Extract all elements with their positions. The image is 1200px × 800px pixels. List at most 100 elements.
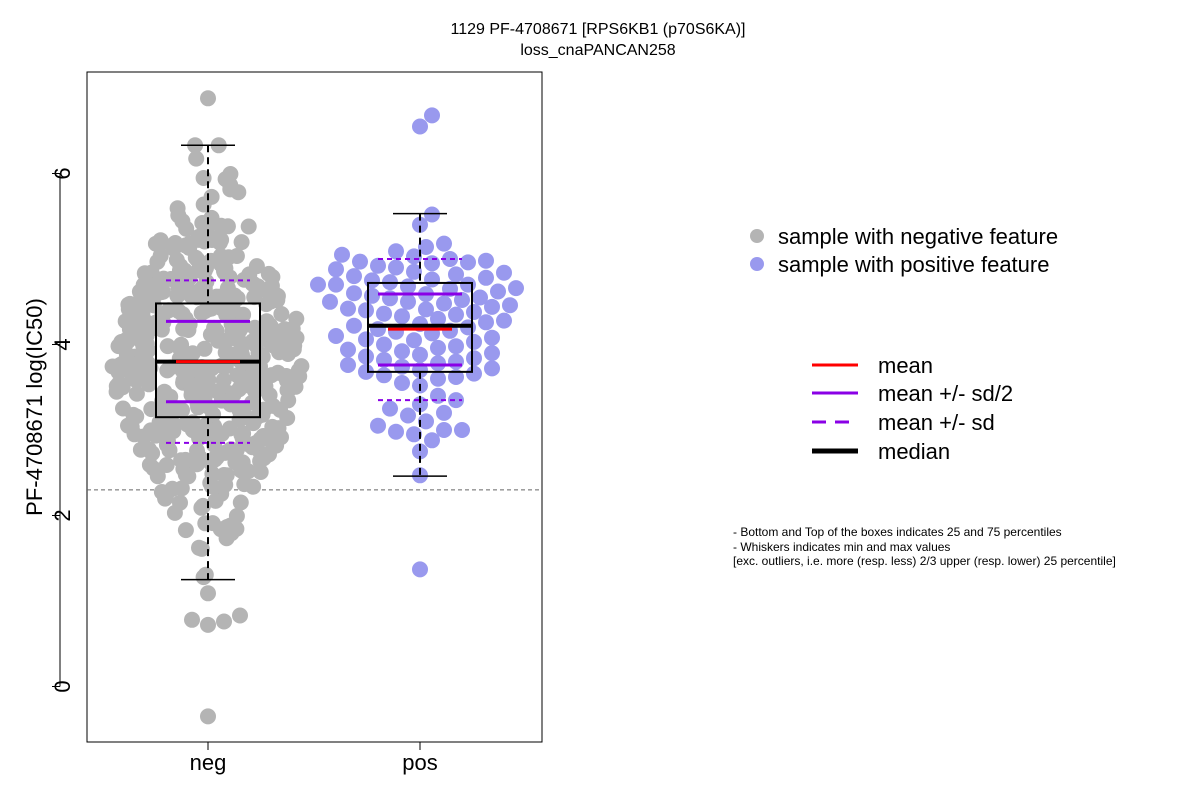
neg-point (212, 248, 229, 264)
neg-point (131, 283, 148, 300)
neg-point (267, 334, 284, 351)
pos-point (388, 423, 404, 440)
pos-point (340, 341, 356, 358)
pos-point (454, 422, 470, 438)
pos-point (412, 346, 428, 363)
neg-point (177, 522, 194, 539)
neg-point (126, 426, 143, 443)
neg-point (159, 338, 176, 355)
pos-point (412, 467, 428, 484)
pos-point (466, 304, 482, 320)
neg-point (246, 289, 263, 306)
legend-points: sample with negative feature sample with… (750, 224, 1058, 277)
pos-point (418, 301, 434, 318)
pos-point (382, 400, 398, 417)
neg-point (245, 478, 262, 495)
x-tick-label-pos: pos (402, 750, 437, 775)
pos-point (346, 317, 362, 334)
neg-point (258, 296, 275, 313)
pos-point (394, 358, 410, 375)
pos-point (424, 107, 440, 124)
neg-point (231, 411, 248, 428)
pos-point (424, 271, 440, 288)
neg-point (285, 341, 302, 358)
pos-point (484, 360, 500, 377)
x-tick-label-neg: neg (190, 750, 227, 775)
pos-point (406, 332, 422, 349)
neg-point (204, 465, 221, 482)
neg-point (153, 484, 170, 500)
neg-point (197, 417, 214, 434)
neg-point (158, 457, 175, 473)
pos-point (400, 407, 416, 424)
pos-point (364, 287, 380, 304)
pos-point (448, 392, 464, 409)
pos-point (388, 259, 404, 276)
neg-point (207, 492, 224, 509)
legend-label-positive: sample with positive feature (778, 252, 1049, 277)
chart-subtitle: loss_cnaPANCAN258 (520, 42, 675, 59)
pos-point (466, 333, 482, 350)
neg-point (189, 442, 205, 459)
pos-point (412, 118, 428, 135)
neg-point (217, 476, 234, 493)
neg-point (188, 150, 205, 167)
neg-point (170, 207, 187, 224)
neg-outlier-point (200, 90, 216, 107)
pos-point (424, 206, 440, 223)
pos-point (436, 295, 452, 312)
neg-point (273, 306, 290, 322)
y-tick-label: 2 (50, 509, 75, 521)
neg-point (219, 218, 236, 235)
neg-point (198, 220, 215, 237)
neg-point (184, 284, 201, 301)
neg-point (197, 515, 214, 532)
legend-label-median: median (878, 439, 950, 464)
pos-point (310, 276, 326, 293)
neg-point (260, 265, 277, 282)
legend-swatch-negative (750, 229, 764, 243)
neg-point (163, 399, 180, 416)
neg-outlier-point (232, 607, 248, 624)
pos-point (460, 254, 476, 271)
legend-swatch-positive (750, 257, 764, 271)
neg-point (152, 232, 169, 249)
neg-point (213, 300, 230, 317)
neg-point (241, 266, 258, 283)
pos-point (412, 561, 428, 578)
pos-point (322, 293, 338, 310)
pos-point (328, 261, 344, 278)
pos-point (358, 348, 374, 365)
neg-point (205, 406, 222, 423)
neg-point (263, 367, 280, 384)
neg-point (222, 166, 239, 182)
neg-point (128, 385, 145, 402)
pos-point (340, 300, 356, 317)
pos-point (466, 350, 482, 367)
legend-lines: mean mean +/- sd/2 mean +/- sd median (812, 353, 1013, 464)
pos-point (388, 243, 404, 260)
pos-point (394, 343, 410, 360)
neg-point (183, 383, 200, 399)
neg-point (112, 376, 129, 392)
neg-outlier-point (184, 611, 200, 628)
neg-point (190, 362, 207, 379)
neg-point (228, 508, 245, 524)
pos-point (436, 235, 452, 252)
pos-point (394, 308, 410, 325)
note-line-2: - Whiskers indicates min and max values (733, 540, 950, 554)
neg-point (193, 499, 210, 516)
neg-point (219, 519, 235, 535)
neg-point (230, 184, 247, 201)
neg-point (172, 494, 188, 511)
pos-point (346, 268, 362, 285)
legend-label-negative: sample with negative feature (778, 224, 1058, 249)
pos-point (328, 276, 344, 293)
pos-point (496, 312, 512, 329)
pos-point (394, 375, 410, 391)
neg-point (124, 360, 141, 377)
pos-point (418, 239, 434, 255)
pos-point (430, 355, 446, 372)
pos-point (400, 278, 416, 295)
neg-point (128, 329, 145, 346)
